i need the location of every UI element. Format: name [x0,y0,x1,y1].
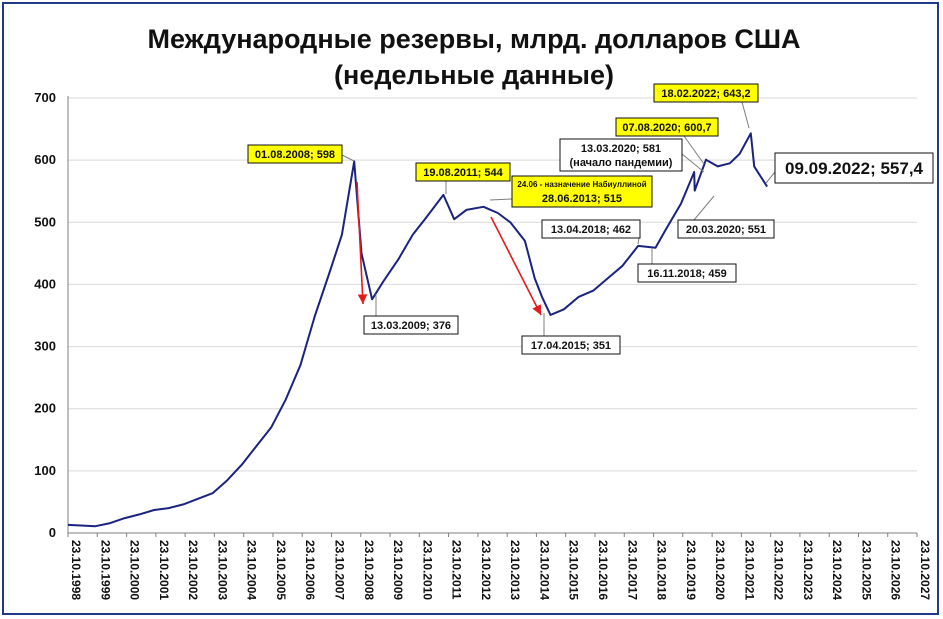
x-tick-label: 23.10.2011 [450,540,464,600]
annotation-text: 24.06 - назначение Набиуллиной [517,180,646,189]
annotation-leader [683,135,705,165]
y-tick-label: 100 [34,463,56,478]
annotation-callout: 20.03.2020; 551 [677,219,775,239]
annotation-box [521,335,621,355]
annotation-box [559,138,683,172]
y-tick-label: 500 [34,214,56,229]
annotation-box [653,83,759,103]
annotation-box [541,219,641,239]
annotation-leader [693,195,715,221]
x-tick-label: 23.10.1998 [69,540,83,600]
x-tick-label: 23.10.2010 [420,540,434,600]
x-tick-label: 23.10.2008 [362,540,376,600]
annotation-callout: 13.03.2009; 376 [363,315,459,335]
annotation-text: 13.03.2009; 376 [371,320,451,332]
x-tick-label: 23.10.1999 [98,540,112,600]
x-tick-label: 23.10.2005 [274,540,288,600]
annotation-callout: 13.03.2020; 581 (начало пандемии) [559,138,683,172]
trend-arrows [356,181,542,316]
annotation-text: 19.08.2011; 544 [423,167,503,179]
annotation-leader [681,153,705,173]
series-layer [67,132,768,528]
x-tick-label: 23.10.2007 [332,540,346,600]
x-tick-label: 23.10.2001 [157,540,171,600]
annotation-callout: 24.06 - назначение Набиуллиной 28.06.2013… [511,175,653,208]
x-tick-label: 23.10.2015 [567,540,581,600]
annotation-leader [765,171,776,184]
x-tick-label: 23.10.2012 [479,540,493,600]
annotation-box [774,152,934,184]
annotation-text: 20.03.2020; 551 [686,224,766,236]
reserves-line [67,132,768,528]
annotation-callout: 09.09.2022; 557,4 [774,152,934,184]
x-tick-label: 23.10.2014 [537,540,551,600]
annotation-callout: 18.02.2022; 643,2 [653,83,759,103]
grid-lines [68,97,917,534]
x-tick-label: 23.10.2000 [128,540,142,600]
annotation-text: 17.04.2015; 351 [531,340,611,352]
x-tick-label: 23.10.2025 [859,540,873,600]
x-tick-label: 23.10.2018 [655,540,669,600]
annotation-text: 09.09.2022; 557,4 [785,159,924,178]
annotation-text: 18.02.2022; 643,2 [661,88,750,100]
annotation-leader [489,198,513,201]
annotation-layer: 01.08.2008; 598 13.03.2009; 376 19.08.2011… [247,83,934,355]
annotation-text: 13.04.2018; 462 [551,224,631,236]
chart-subtitle: (недельные данные) [334,60,614,90]
annotation-callout: 01.08.2008; 598 [247,144,343,164]
x-axis: 23.10.1998 23.10.1999 23.10.2000 23.10.2001… [67,532,932,600]
x-tick-label: 23.10.2003 [215,540,229,600]
y-tick-label: 0 [49,525,56,540]
x-tick-label: 23.10.2023 [801,540,815,600]
x-tick-label: 23.10.2020 [713,540,727,600]
x-tick-label: 23.10.2024 [830,540,844,600]
x-tick-label: 23.10.2013 [508,540,522,600]
annotation-callout: 17.04.2015; 351 [521,335,621,355]
red-arrow [490,216,542,316]
x-tick-label: 23.10.2009 [391,540,405,600]
x-tick-label: 23.10.2002 [186,540,200,600]
annotation-callout: 16.11.2018; 459 [637,263,737,283]
line-chart: Международные резервы, млрд. долларов СШ… [34,24,934,600]
red-arrow [356,181,368,305]
y-tick-label: 200 [34,401,56,416]
x-tick-label: 23.10.2016 [596,540,610,600]
x-tick-label: 23.10.2021 [742,540,756,600]
annotation-callout: 13.04.2018; 462 [541,219,641,239]
chart-title: Международные резервы, млрд. долларов СШ… [147,24,800,54]
y-tick-label: 400 [34,276,56,291]
x-tick-label: 23.10.2006 [303,540,317,600]
x-tick-label: 23.10.2027 [918,540,932,600]
annotation-box [615,117,719,137]
annotation-text: 13.03.2020; 581 [581,143,661,155]
annotation-box [511,175,653,208]
annotation-callout: 19.08.2011; 544 [415,162,511,182]
annotation-box [247,144,343,164]
y-tick-label: 300 [34,339,56,354]
annotation-callout: 07.08.2020; 600,7 [615,117,719,137]
y-axis: 0 100 200 300 400 500 600 700 [34,90,69,540]
annotation-text: 07.08.2020; 600,7 [622,122,711,134]
y-tick-label: 600 [34,152,56,167]
annotation-text: 16.11.2018; 459 [647,268,727,280]
annotation-text: 28.06.2013; 515 [542,193,622,205]
annotation-text: (начало пандемии) [570,157,673,169]
annotation-box [415,162,511,182]
annotation-leader [741,101,750,129]
annotation-box [637,263,737,283]
annotation-box [677,219,775,239]
y-tick-label: 700 [34,90,56,105]
x-tick-label: 23.10.2019 [684,540,698,600]
annotation-text: 01.08.2008; 598 [255,149,335,161]
annotation-box [363,315,459,335]
x-tick-label: 23.10.2017 [625,540,639,600]
x-tick-label: 23.10.2026 [889,540,903,600]
x-tick-label: 23.10.2022 [772,540,786,600]
x-tick-label: 23.10.2004 [245,540,259,600]
